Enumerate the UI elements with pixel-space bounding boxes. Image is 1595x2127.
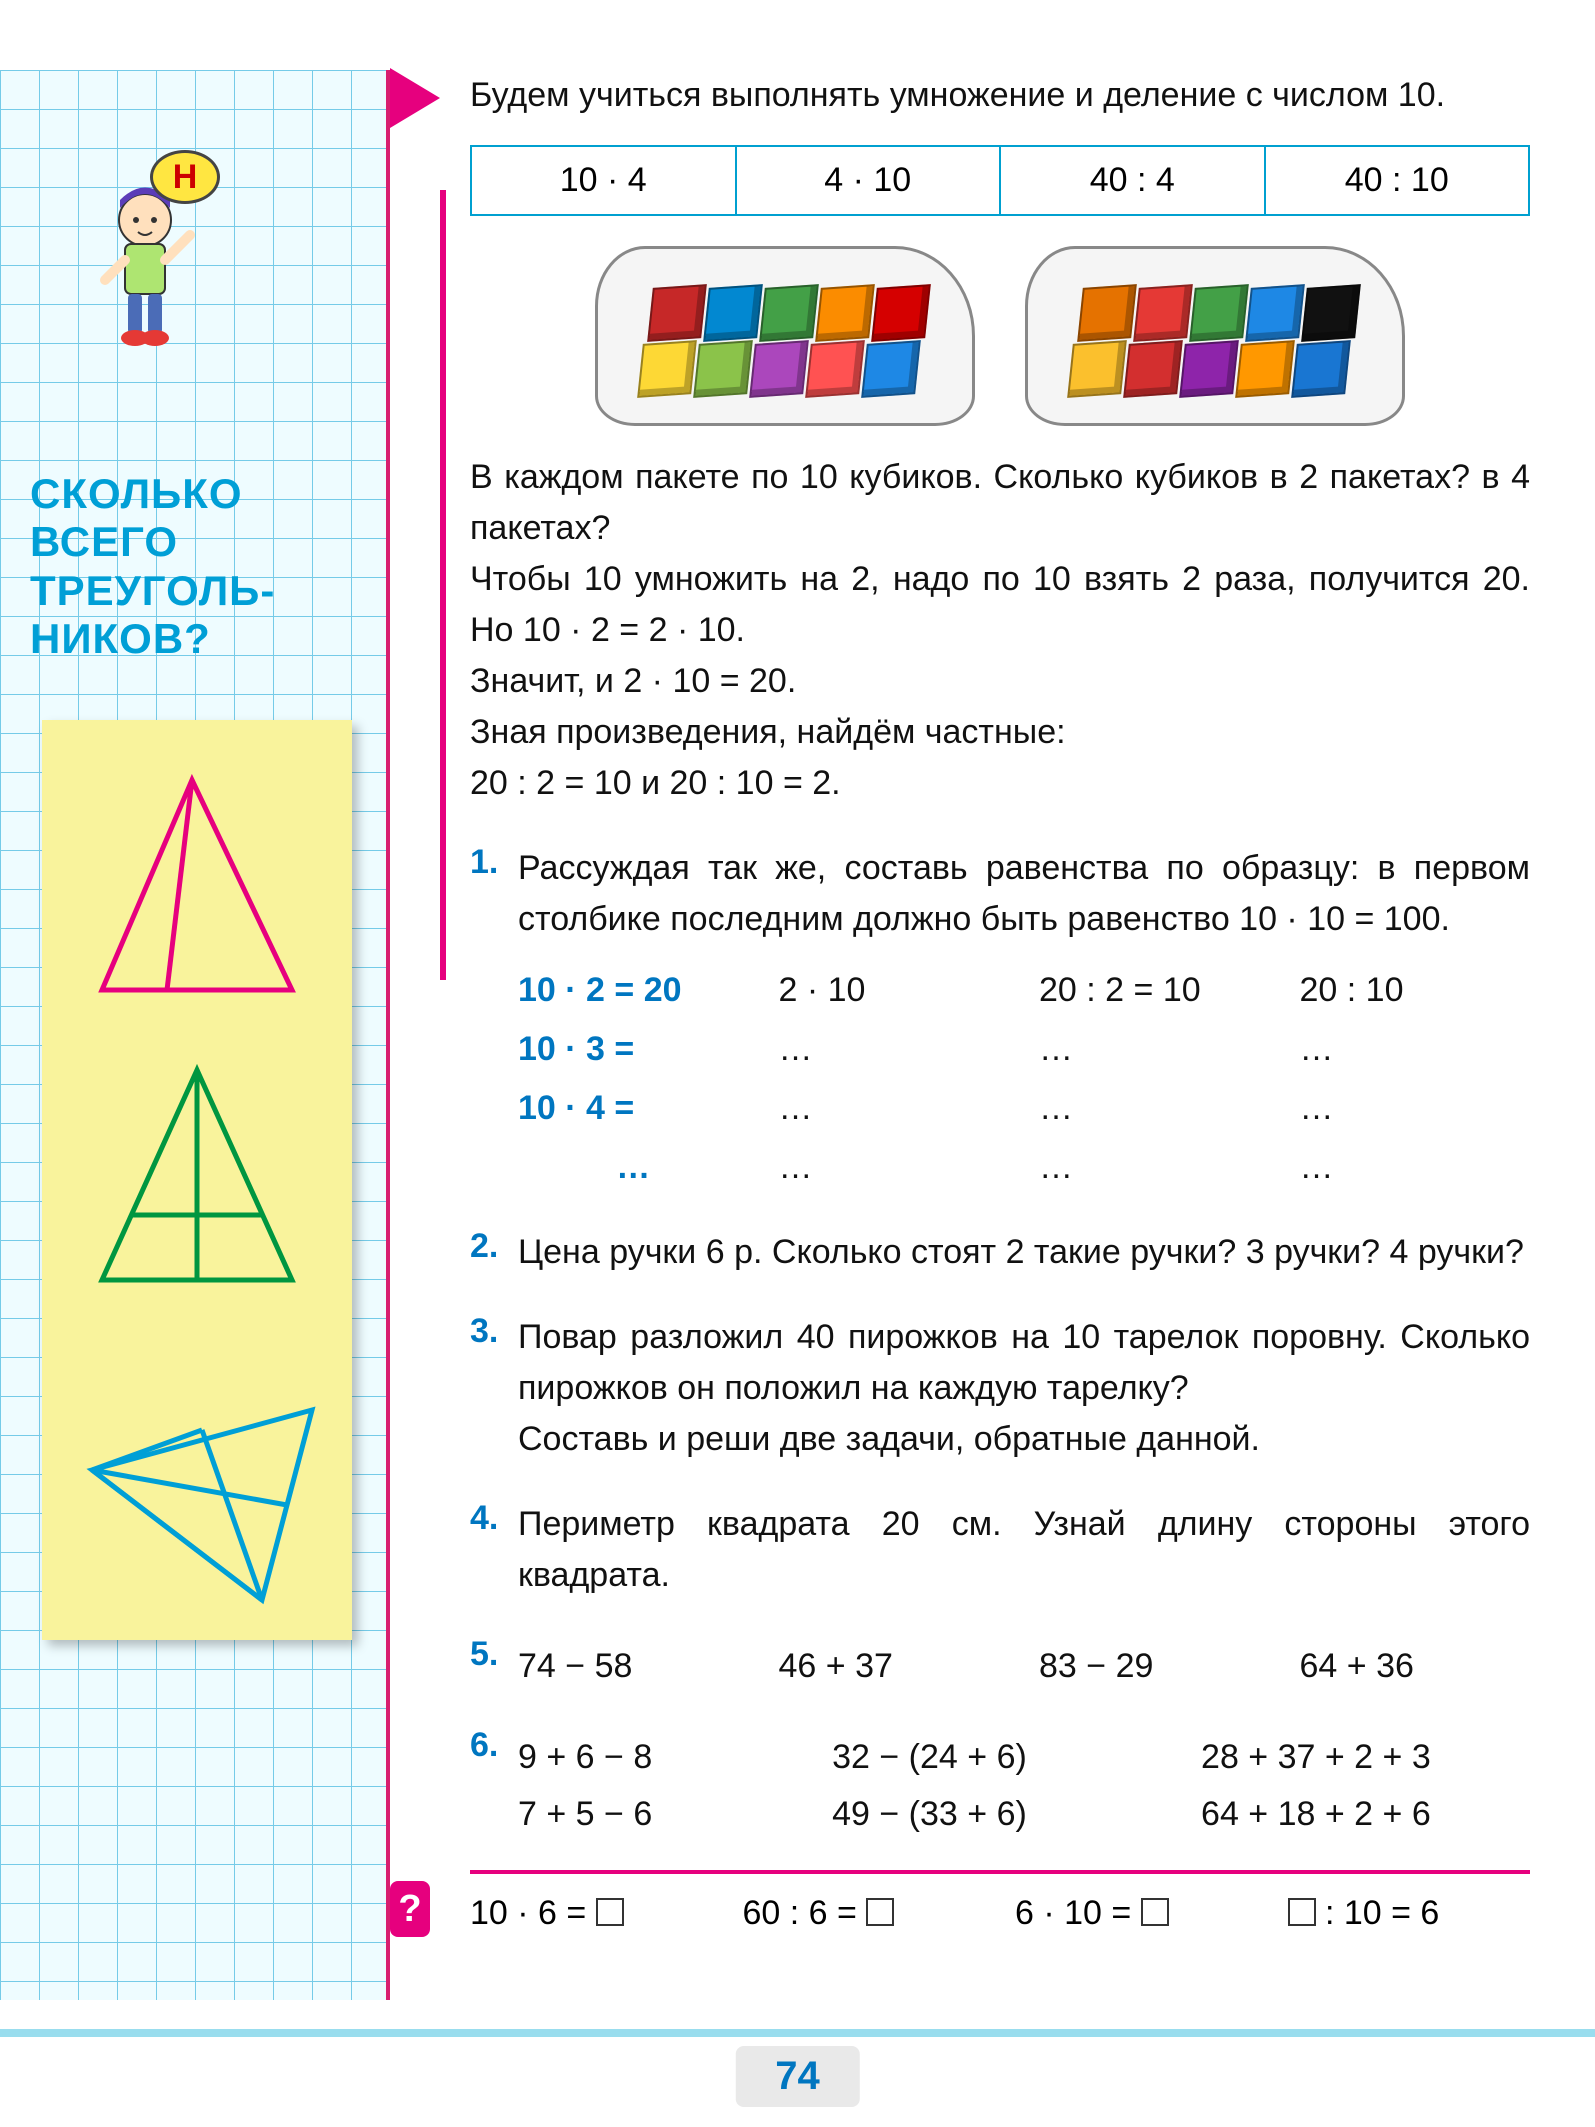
eq-cell: 7 + 5 − 6 xyxy=(518,1789,792,1840)
task-text: Цена ручки 6 р. Сколько стоят 2 такие ру… xyxy=(518,1227,1530,1278)
boy-icon xyxy=(90,180,200,350)
task-text: Составь и реши две задачи, обратные данн… xyxy=(518,1414,1530,1465)
sidebar-title: СКОЛЬКО ВСЕГО ТРЕУГОЛЬ- НИКОВ? xyxy=(30,470,360,663)
eq-cell: … xyxy=(779,1142,1010,1193)
table-cell: 40 : 4 xyxy=(1000,146,1265,215)
sidebar-title-line: ТРЕУГОЛЬ- xyxy=(30,567,360,615)
explain-line: 20 : 2 = 10 и 20 : 10 = 2. xyxy=(470,758,1530,809)
eq-cell: … xyxy=(1039,1024,1270,1075)
explain-line: Чтобы 10 умножить на 2, надо по 10 взять… xyxy=(470,554,1530,656)
sidebar-title-line: СКОЛЬКО xyxy=(30,470,360,518)
task-1: 1. Рассуждая так же, составь равенства п… xyxy=(470,843,1530,1193)
triangle-green-icon xyxy=(72,1050,322,1300)
footer-eq: : 10 = 6 xyxy=(1288,1894,1531,1933)
example-table: 10 · 4 4 · 10 40 : 4 40 : 10 xyxy=(470,145,1530,216)
eq-cell: 10 · 2 = 20 xyxy=(518,965,749,1016)
eq-cell: 49 − (33 + 6) xyxy=(832,1789,1161,1840)
eq-cell: 10 · 3 = xyxy=(518,1024,749,1075)
task-text: Периметр квадрата 20 см. Узнай длину сто… xyxy=(518,1499,1530,1601)
sidebar-title-line: НИКОВ? xyxy=(30,615,360,663)
explain-line: Зная произведения, найдём частные: xyxy=(470,707,1530,758)
eq-cell: … xyxy=(779,1083,1010,1134)
task-number: 2. xyxy=(470,1227,518,1278)
page: Н СКОЛЬКО ВСЕГО ТРЕУГОЛЬ- НИКОВ? xyxy=(0,0,1595,2127)
eq-cell: 64 + 18 + 2 + 6 xyxy=(1201,1789,1530,1840)
footer-eq: 6 · 10 = xyxy=(1015,1894,1258,1933)
eq-cell: 46 + 37 xyxy=(779,1641,1010,1692)
eq-cell: 32 − (24 + 6) xyxy=(832,1732,1161,1783)
cube-bags-illustration xyxy=(470,246,1530,426)
page-bottom-border xyxy=(0,2029,1595,2037)
footer-eq: 60 : 6 = xyxy=(743,1894,986,1933)
page-number: 74 xyxy=(735,2046,860,2107)
eq-cell: 2 · 10 xyxy=(779,965,1010,1016)
task-3: 3. Повар разложил 40 пирожков на 10 таре… xyxy=(470,1312,1530,1465)
cube-bag xyxy=(1025,246,1405,426)
task-text: Рассуждая так же, составь равенства по о… xyxy=(518,843,1530,945)
triangle-puzzle-panel xyxy=(42,720,352,1640)
eq-cell: 64 + 36 xyxy=(1300,1641,1531,1692)
table-cell: 10 · 4 xyxy=(471,146,736,215)
footer-exercises: 10 · 6 = 60 : 6 = 6 · 10 = : 10 = 6 ? xyxy=(470,1870,1530,1933)
task-1-grid: 10 · 2 = 20 2 · 10 20 : 2 = 10 20 : 10 1… xyxy=(518,965,1530,1193)
eq-cell: … xyxy=(1300,1024,1531,1075)
task-number: 6. xyxy=(470,1726,518,1840)
explanation-block: В каждом пакете по 10 кубиков. Сколько к… xyxy=(470,452,1530,809)
eq-cell: 20 : 10 xyxy=(1300,965,1531,1016)
eq-cell: … xyxy=(518,1142,749,1193)
table-cell: 40 : 10 xyxy=(1265,146,1530,215)
triangle-blue-icon xyxy=(62,1340,332,1620)
task-5: 5. 74 − 58 46 + 37 83 − 29 64 + 36 xyxy=(470,1635,1530,1692)
eq-cell: … xyxy=(779,1024,1010,1075)
main-content: Будем учиться выполнять умножение и деле… xyxy=(470,70,1530,1933)
sidebar-arrow-icon xyxy=(390,68,440,128)
eq-cell: … xyxy=(1300,1083,1531,1134)
task-6: 6. 9 + 6 − 8 32 − (24 + 6) 28 + 37 + 2 +… xyxy=(470,1726,1530,1840)
cube-bag xyxy=(595,246,975,426)
eq-cell: … xyxy=(1039,1142,1270,1193)
eq-cell: … xyxy=(1039,1083,1270,1134)
footer-eq: 10 · 6 = xyxy=(470,1894,713,1933)
eq-cell: 83 − 29 xyxy=(1039,1641,1270,1692)
task-number: 4. xyxy=(470,1499,518,1601)
eq-cell: … xyxy=(1300,1142,1531,1193)
eq-cell: 10 · 4 = xyxy=(518,1083,749,1134)
task-number: 1. xyxy=(470,843,518,1193)
triangle-pink-icon xyxy=(72,760,322,1010)
speech-balloon: Н xyxy=(150,150,220,204)
sidebar-title-line: ВСЕГО xyxy=(30,518,360,566)
explain-line: В каждом пакете по 10 кубиков. Сколько к… xyxy=(470,452,1530,554)
task-4: 4. Периметр квадрата 20 см. Узнай длину … xyxy=(470,1499,1530,1601)
question-mark-icon: ? xyxy=(390,1881,430,1937)
balloon-letter: Н xyxy=(173,158,198,197)
intro-text: Будем учиться выполнять умножение и деле… xyxy=(470,70,1530,121)
grid-sidebar: Н СКОЛЬКО ВСЕГО ТРЕУГОЛЬ- НИКОВ? xyxy=(0,70,390,2000)
section-accent-bar xyxy=(440,190,446,980)
eq-cell: 74 − 58 xyxy=(518,1641,749,1692)
eq-cell: 28 + 37 + 2 + 3 xyxy=(1201,1732,1530,1783)
eq-cell: 20 : 2 = 10 xyxy=(1039,965,1270,1016)
task-number: 5. xyxy=(470,1635,518,1692)
eq-cell: 9 + 6 − 8 xyxy=(518,1732,792,1783)
task-text: Повар разложил 40 пирожков на 10 тарелок… xyxy=(518,1312,1530,1414)
table-cell: 4 · 10 xyxy=(736,146,1001,215)
explain-line: Значит, и 2 · 10 = 20. xyxy=(470,656,1530,707)
task-number: 3. xyxy=(470,1312,518,1465)
task-2: 2. Цена ручки 6 р. Сколько стоят 2 такие… xyxy=(470,1227,1530,1278)
boy-illustration: Н xyxy=(90,180,200,355)
